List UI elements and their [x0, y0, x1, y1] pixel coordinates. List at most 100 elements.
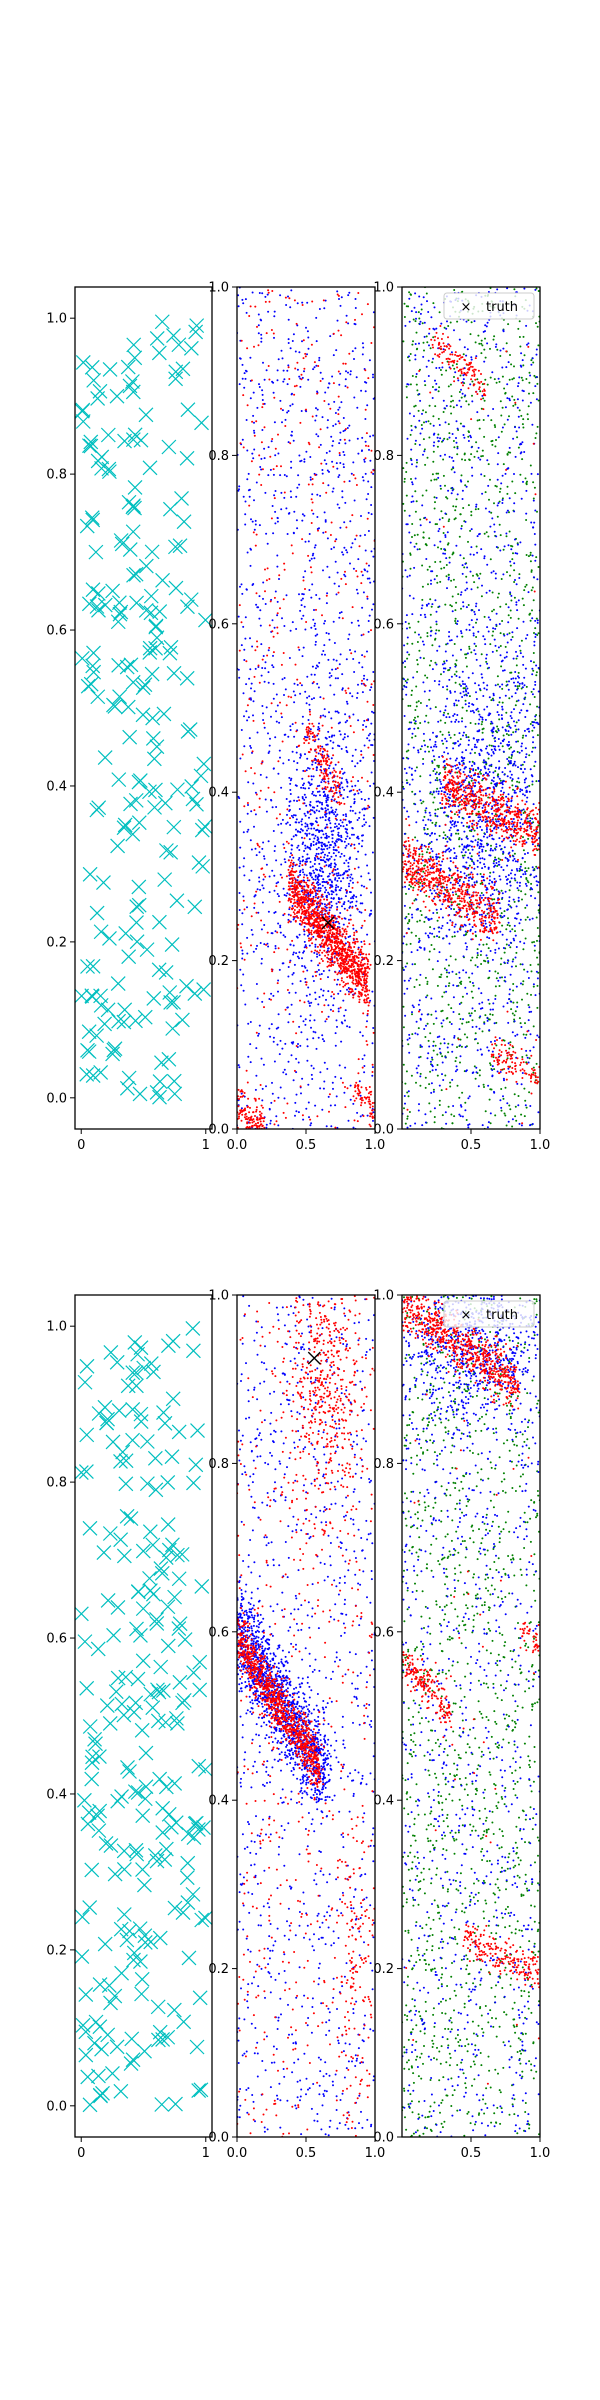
scatter-point [337, 761, 340, 764]
scatter-point [345, 933, 348, 935]
scatter-point [291, 340, 294, 342]
scatter-point [369, 785, 372, 787]
scatter-point [296, 830, 299, 833]
scatter-point [337, 413, 340, 416]
scatter-point [292, 439, 295, 442]
scatter-point [315, 751, 318, 754]
scatter-point [335, 872, 338, 875]
scatter-point [291, 865, 294, 868]
sample-x-marker [125, 384, 141, 400]
scatter-point [298, 454, 301, 457]
scatter-point [346, 1087, 349, 1090]
scatter-point [308, 832, 311, 835]
scatter-point [286, 383, 289, 386]
sample-x-marker [145, 731, 161, 746]
scatter-point [352, 713, 355, 716]
scatter-point [289, 861, 292, 864]
scatter-point [529, 551, 532, 554]
scatter-point [342, 942, 345, 945]
scatter-point [317, 763, 320, 766]
scatter-point [493, 335, 496, 338]
scatter-point [432, 302, 435, 305]
scatter-point [273, 791, 276, 794]
scatter-point [351, 895, 354, 898]
scatter-point [342, 985, 345, 988]
scatter-point [340, 852, 343, 855]
scatter-point [302, 970, 305, 973]
scatter-point [241, 377, 244, 380]
scatter-point [461, 635, 464, 638]
scatter-point [262, 403, 265, 405]
scatter-point [245, 1112, 247, 1115]
scatter-point [342, 362, 345, 365]
scatter-point [289, 782, 292, 785]
scatter-point [290, 1054, 293, 1057]
scatter-point [285, 594, 288, 597]
scatter-point [411, 536, 413, 538]
scatter-point [348, 716, 351, 719]
sample-x-marker [125, 674, 141, 690]
scatter-point [307, 1101, 310, 1104]
scatter-point [247, 781, 250, 784]
scatter-point [422, 531, 425, 534]
scatter-point [363, 940, 366, 943]
scatter-point [291, 905, 294, 907]
scatter-point [481, 455, 484, 457]
scatter-point [365, 821, 367, 824]
scatter-point [317, 752, 320, 755]
scatter-point [284, 418, 287, 421]
scatter-point [310, 899, 313, 902]
scatter-point [320, 844, 323, 847]
scatter-point [295, 1045, 298, 1047]
scatter-point [301, 513, 304, 516]
scatter-point [276, 982, 279, 985]
scatter-point [275, 859, 278, 862]
scatter-point [314, 886, 317, 888]
scatter-point [301, 901, 304, 904]
scatter-point [456, 1046, 458, 1049]
scatter-point [261, 393, 264, 396]
scatter-point [250, 848, 253, 851]
scatter-point [319, 919, 322, 922]
scatter-point [411, 375, 414, 377]
scatter-point [334, 423, 337, 426]
scatter-point [274, 736, 277, 739]
scatter-point [291, 895, 294, 898]
scatter-point [294, 721, 297, 724]
scatter-point [311, 833, 314, 836]
scatter-point [456, 771, 459, 774]
scatter-point [283, 694, 285, 696]
scatter-point [324, 807, 327, 810]
scatter-point [427, 721, 430, 724]
scatter-point [305, 450, 308, 453]
scatter-point [326, 750, 329, 753]
scatter-point [326, 786, 329, 789]
scatter-point [328, 909, 331, 912]
scatter-point [329, 959, 332, 962]
scatter-point [318, 790, 321, 793]
scatter-point [336, 959, 339, 962]
scatter-point [326, 854, 329, 857]
scatter-point [339, 819, 342, 822]
sample-x-marker [119, 659, 135, 675]
scatter-point [258, 806, 261, 809]
scatter-point [253, 448, 256, 451]
scatter-point [331, 870, 334, 873]
scatter-point [508, 1104, 511, 1107]
scatter-point [327, 911, 330, 914]
scatter-point [286, 533, 289, 535]
scatter-point [243, 372, 246, 375]
scatter-point [295, 495, 298, 498]
scatter-point [258, 617, 261, 620]
scatter-point [360, 845, 363, 848]
scatter-point [272, 381, 275, 384]
x-tick-label: 1.0 [365, 1138, 386, 1153]
scatter-point [405, 915, 408, 918]
scatter-point [289, 442, 292, 445]
scatter-point [332, 921, 335, 924]
scatter-point [318, 890, 321, 893]
scatter-point [318, 973, 321, 976]
scatter-point [252, 391, 255, 394]
scatter-point [347, 371, 349, 374]
scatter-point [289, 943, 292, 946]
